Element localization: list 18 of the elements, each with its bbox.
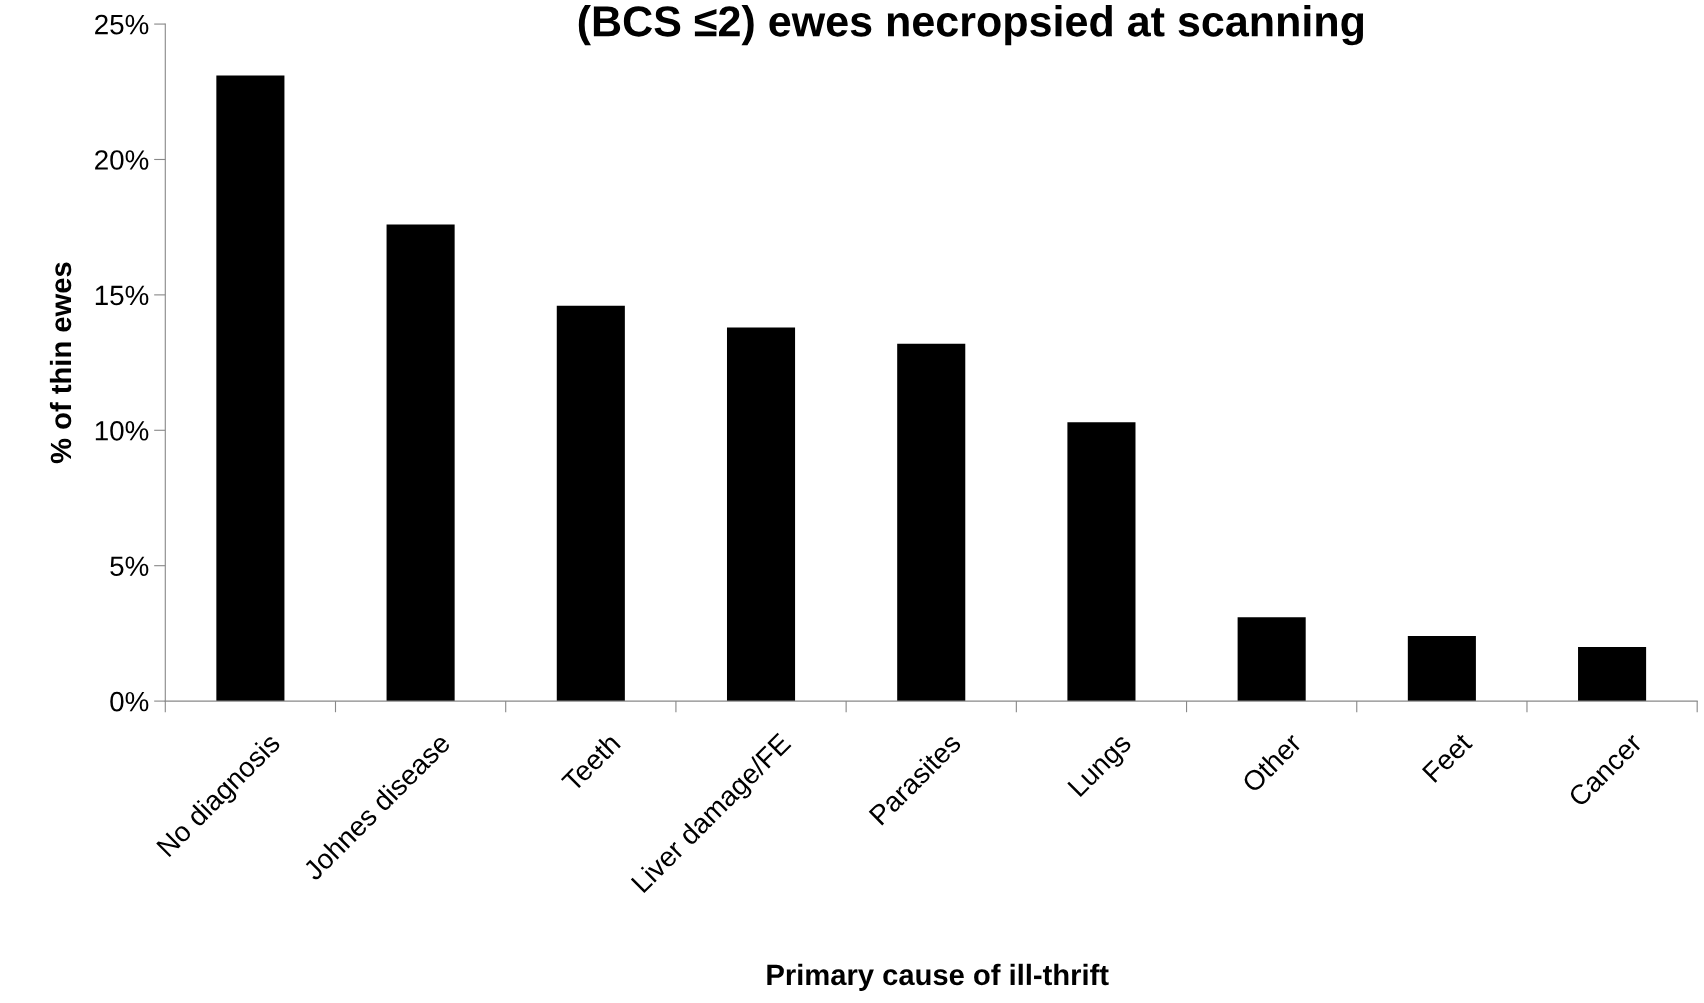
bar <box>556 305 625 702</box>
bar <box>1407 636 1476 702</box>
bar <box>897 343 966 702</box>
bar <box>726 327 796 702</box>
y-tick-label: 10% <box>95 420 149 441</box>
y-tick-label: 5% <box>110 556 149 577</box>
bar <box>1578 646 1647 702</box>
y-axis-title: % of thin ewes <box>49 262 72 464</box>
bar <box>1067 422 1136 702</box>
bar <box>386 224 455 702</box>
y-tick-label: 25% <box>95 14 149 35</box>
bar <box>1237 617 1306 702</box>
y-tick-label: 20% <box>95 150 149 170</box>
chart-title: (BCS ≤2) ewes necropsied at scanning <box>578 5 1364 46</box>
y-tick-label: 0% <box>110 691 149 712</box>
bar <box>216 75 285 702</box>
x-axis-title: Primary cause of ill-thrift <box>767 963 1109 991</box>
y-tick-label: 15% <box>95 285 149 306</box>
